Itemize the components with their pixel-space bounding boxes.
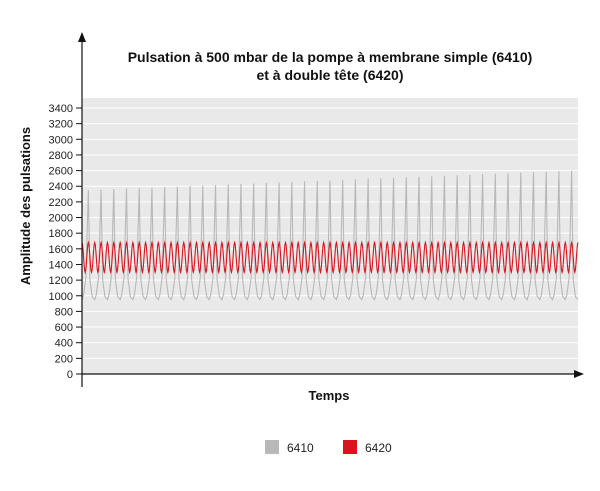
x-axis-arrow-icon [574,370,584,378]
legend-swatch-6420 [343,440,357,454]
y-tick-label-3200: 3200 [49,119,73,131]
series-6420-line [81,240,579,275]
y-tick-label-200: 200 [55,353,73,365]
y-tick-label-2200: 2200 [49,197,73,209]
y-tick-label-1800: 1800 [49,228,73,240]
chart-title-line-2: et à double tête (6420) [256,67,403,83]
series-6410-line [81,170,579,301]
y-tick-label-2600: 2600 [49,166,73,178]
y-tick-label-1400: 1400 [49,259,73,271]
series-6410-layer [81,170,579,301]
y-tick-label-1600: 1600 [49,244,73,256]
legend-swatch-6410 [265,440,279,454]
x-axis-label: Temps [309,388,350,403]
y-tick-label-1200: 1200 [49,275,73,287]
y-axis-label: Amplitude des pulsations [18,127,33,285]
legend-label-6420: 6420 [365,441,392,455]
series-6420-layer [81,240,579,275]
y-tick-label-1000: 1000 [49,291,73,303]
y-tick-label-3400: 3400 [49,103,73,115]
y-tick-labels: 0 200 400 600 800 1000 1200 1400 1600 1800 2000 220… [49,103,82,381]
y-tick-label-2800: 2800 [49,150,73,162]
legend: 6410 6420 [265,440,392,455]
y-tick-label-3000: 3000 [49,134,73,146]
plot-background [82,98,578,374]
y-tick-label-400: 400 [55,338,73,350]
y-tick-label-600: 600 [55,322,73,334]
y-axis-arrow-icon [78,32,86,42]
y-tick-label-0: 0 [67,369,73,381]
y-tick-label-2000: 2000 [49,213,73,225]
y-tick-label-800: 800 [55,306,73,318]
chart-title-line-1: Pulsation à 500 mbar de la pompe à membr… [128,49,533,65]
y-tick-label-2400: 2400 [49,181,73,193]
legend-label-6410: 6410 [287,441,314,455]
